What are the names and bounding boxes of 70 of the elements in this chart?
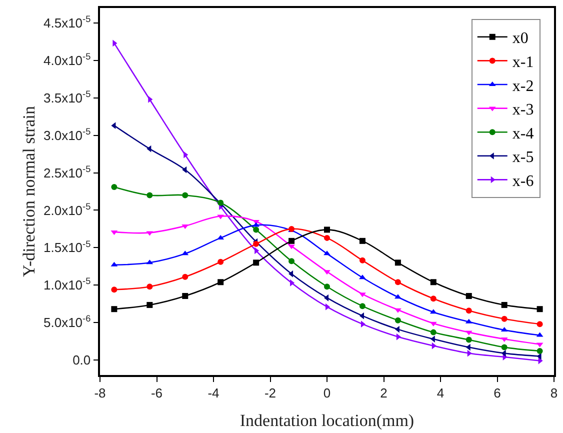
point — [394, 260, 401, 266]
point — [324, 234, 330, 241]
x-tick-label: 2 — [380, 385, 388, 400]
legend-label: x-3 — [512, 102, 534, 119]
legend-label: x-6 — [512, 172, 534, 190]
point — [394, 317, 401, 324]
point — [253, 226, 260, 233]
y-tick-label: 4.5x10$^{-5}$ — [44, 14, 91, 31]
y-tick-label: 0.0 — [72, 352, 91, 368]
point — [324, 270, 330, 275]
point — [111, 286, 118, 293]
x-tick-label: 6 — [494, 385, 501, 400]
x-tick-label: 4 — [436, 385, 444, 400]
legend-label: x0 — [512, 30, 528, 48]
point — [146, 284, 153, 290]
point — [182, 274, 188, 280]
point — [536, 321, 543, 328]
point — [430, 329, 436, 336]
point — [146, 302, 153, 308]
point — [394, 279, 401, 286]
point — [359, 303, 366, 310]
point — [501, 344, 508, 350]
x-tick-label: 0 — [323, 385, 331, 400]
x-tick-label: -4 — [208, 385, 220, 400]
point — [466, 292, 472, 299]
point — [324, 226, 330, 233]
x-tick-label: -8 — [94, 385, 106, 400]
point — [324, 284, 330, 290]
legend-label: x-4 — [512, 125, 534, 142]
point — [466, 308, 472, 314]
y-tick-label: 5.0x10$^{-6}$ — [44, 314, 91, 330]
legend-label: x-5 — [512, 149, 534, 166]
point — [536, 306, 543, 312]
y-tick-label: 2.5x10$^{-5}$ — [44, 164, 91, 180]
point — [111, 306, 118, 312]
point — [111, 184, 118, 190]
point — [182, 192, 188, 198]
x-tick-label: -6 — [150, 385, 163, 400]
point — [466, 336, 472, 343]
y-tick-label: 1.5x10$^{-5}$ — [44, 238, 91, 256]
x-tick-label: -2 — [264, 385, 276, 400]
legend-label: x-2 — [512, 78, 534, 95]
point — [146, 192, 153, 198]
point — [501, 316, 508, 322]
point — [253, 260, 260, 266]
point — [253, 240, 260, 247]
point — [182, 292, 188, 299]
x-axis-title: Indentation location(mm) — [240, 411, 414, 430]
point — [430, 296, 436, 302]
legend-label: x-1 — [512, 54, 534, 71]
y-tick-label: 4.0x10$^{-5}$ — [44, 52, 91, 68]
point — [430, 279, 436, 286]
point — [359, 292, 366, 298]
point — [218, 279, 224, 286]
point — [288, 238, 295, 244]
point — [288, 244, 295, 250]
y-axis-title: Y-direction normal strain — [20, 106, 39, 277]
point — [501, 302, 508, 308]
y-tick-label: 1.0x10$^{-5}$ — [44, 276, 91, 293]
point — [288, 258, 295, 264]
point — [359, 274, 366, 280]
point — [218, 258, 224, 265]
point — [536, 348, 543, 354]
x-tick-label: 8 — [550, 385, 558, 400]
y-tick-label: 2.0x10$^{-5}$ — [44, 201, 91, 218]
y-tick-label: 3.0x10$^{-5}$ — [44, 126, 91, 143]
point — [359, 238, 366, 244]
point — [324, 250, 330, 256]
point — [359, 257, 366, 264]
y-tick-label: 3.5x10$^{-5}$ — [44, 88, 91, 106]
